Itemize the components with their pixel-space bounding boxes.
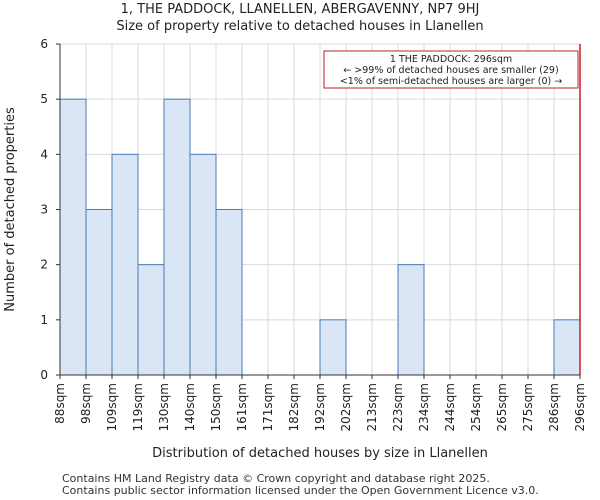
chart-subtitle: Size of property relative to detached ho… xyxy=(116,19,484,34)
x-tick-label: 109sqm xyxy=(105,383,119,431)
annotation-line-1: 1 THE PADDOCK: 296sqm xyxy=(390,54,512,65)
x-tick-label: 286sqm xyxy=(547,383,561,431)
x-tick-label: 88sqm xyxy=(53,383,67,424)
x-tick-label: 119sqm xyxy=(131,383,145,431)
x-tick-label: 254sqm xyxy=(469,383,483,431)
x-tick-label: 265sqm xyxy=(495,383,509,431)
y-tick-label: 5 xyxy=(40,92,48,106)
bar-109sqm xyxy=(111,153,139,376)
bar-119sqm xyxy=(137,264,165,376)
annotation-frame xyxy=(323,50,579,89)
footer-line-2: Contains public sector information licen… xyxy=(62,484,539,497)
footer-line-1: Contains HM Land Registry data © Crown c… xyxy=(62,472,490,485)
y-tick-label: 2 xyxy=(40,258,48,272)
annotation-line-2: ← >99% of detached houses are smaller (2… xyxy=(343,65,558,76)
x-tick-label: 161sqm xyxy=(235,383,249,431)
x-axis-label: Distribution of detached houses by size … xyxy=(152,446,488,461)
x-tick-label: 98sqm xyxy=(79,383,93,424)
y-tick-label: 4 xyxy=(40,147,48,161)
annotation-box: 1 THE PADDOCK: 296sqm ← >99% of detached… xyxy=(323,50,579,89)
chart-title: 1, THE PADDOCK, LLANELLEN, ABERGAVENNY, … xyxy=(120,2,480,17)
bar-150sqm xyxy=(215,209,243,376)
bar-286sqm xyxy=(553,319,581,376)
y-tick-label: 3 xyxy=(40,203,48,217)
x-tick-label: 234sqm xyxy=(417,383,431,431)
bar-140sqm xyxy=(189,153,217,376)
x-tick-labels: 88sqm 98sqm 109sqm 119sqm 130sqm 140sqm 150sqm… xyxy=(53,375,587,431)
x-tick-label: 275sqm xyxy=(521,383,535,431)
x-tick-label: 244sqm xyxy=(443,383,457,431)
x-tick-label: 130sqm xyxy=(157,383,171,431)
bars xyxy=(59,98,581,376)
x-tick-label: 192sqm xyxy=(313,383,327,431)
annotation-line-3: <1% of semi-detached houses are larger (… xyxy=(340,76,562,87)
x-tick-label: 150sqm xyxy=(209,383,223,431)
bar-192sqm xyxy=(319,319,347,376)
bar-130sqm xyxy=(163,98,191,376)
y-tick-label: 1 xyxy=(40,313,48,327)
bar-98sqm xyxy=(85,209,113,376)
x-tick-label: 296sqm xyxy=(573,383,587,431)
y-tick-label: 6 xyxy=(40,37,48,51)
y-tick-labels: 0 1 2 3 4 5 6 xyxy=(40,37,60,382)
y-tick-label: 0 xyxy=(40,368,48,382)
bar-223sqm xyxy=(397,264,425,376)
x-tick-label: 223sqm xyxy=(391,383,405,431)
bar-88sqm xyxy=(59,98,87,376)
x-tick-label: 182sqm xyxy=(287,383,301,431)
y-axis-label: Number of detached properties xyxy=(3,107,18,312)
x-tick-label: 202sqm xyxy=(339,383,353,431)
x-tick-label: 213sqm xyxy=(365,383,379,431)
x-tick-label: 140sqm xyxy=(183,383,197,431)
x-tick-label: 171sqm xyxy=(261,383,275,431)
